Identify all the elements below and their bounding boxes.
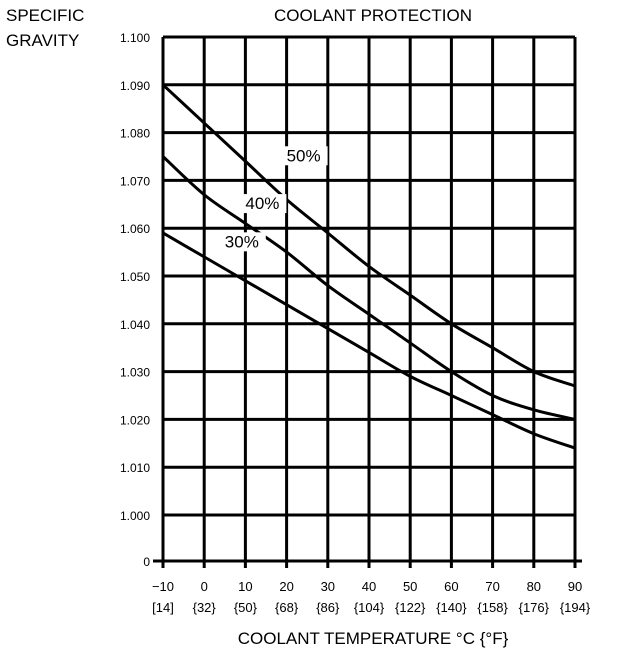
x-tick-label: 0 — [201, 579, 208, 594]
y-tick-label: 1.010 — [120, 461, 150, 475]
x-tick-label: 80 — [527, 579, 541, 594]
y-tick-label: 1.050 — [120, 270, 150, 284]
x-tick-label: 20 — [279, 579, 293, 594]
x-tick-label: 30 — [321, 579, 335, 594]
x-tick-sublabel: {32} — [193, 600, 217, 615]
y-tick-label: 1.080 — [120, 127, 150, 141]
chart-title: COOLANT PROTECTION — [274, 6, 472, 25]
x-tick-label: 50 — [403, 579, 417, 594]
x-tick-sublabel: {194} — [560, 600, 591, 615]
y-tick-label: 1.020 — [120, 413, 150, 427]
x-tick-label: 70 — [485, 579, 499, 594]
series-label: 50% — [287, 146, 321, 165]
x-tick-sublabel: {104} — [354, 600, 385, 615]
y-tick-label: 1.090 — [120, 79, 150, 93]
series-label-background — [221, 232, 266, 252]
series-label-background — [242, 194, 287, 214]
x-tick-sublabel: {176} — [519, 600, 550, 615]
series-line-40pct — [161, 155, 576, 421]
x-tick-label: 90 — [568, 579, 582, 594]
y-tick-label: 1.040 — [120, 318, 150, 332]
x-tick-label: 60 — [444, 579, 458, 594]
x-tick-sublabel: {122} — [395, 600, 426, 615]
series-label-background — [283, 146, 328, 166]
x-tick-sublabel: {158} — [477, 600, 508, 615]
x-tick-sublabel: {50} — [234, 600, 258, 615]
y-zero-label: 0 — [143, 555, 150, 569]
series-label: 30% — [225, 232, 259, 251]
x-tick-sublabel: {86} — [316, 600, 340, 615]
y-tick-label: 1.030 — [120, 366, 150, 380]
x-tick-sublabel: {140} — [436, 600, 467, 615]
y-tick-label: 1.000 — [120, 509, 150, 523]
x-tick-sublabel: {68} — [275, 600, 299, 615]
x-tick-label: −10 — [152, 579, 174, 594]
series-label: 40% — [245, 194, 279, 213]
y-axis-label-line1: SPECIFIC — [6, 6, 84, 25]
x-tick-label: 10 — [238, 579, 252, 594]
x-tick-sublabel: [14] — [152, 600, 174, 615]
y-tick-label: 1.060 — [120, 222, 150, 236]
series-line-50pct — [161, 83, 576, 388]
y-tick-label: 1.070 — [120, 174, 150, 188]
x-axis-label: COOLANT TEMPERATURE °C {°F} — [238, 629, 509, 648]
x-tick-label: 40 — [362, 579, 376, 594]
y-tick-label: 1.100 — [120, 31, 150, 45]
y-axis-label-line2: GRAVITY — [6, 31, 79, 50]
series-line-30pct — [162, 231, 576, 450]
